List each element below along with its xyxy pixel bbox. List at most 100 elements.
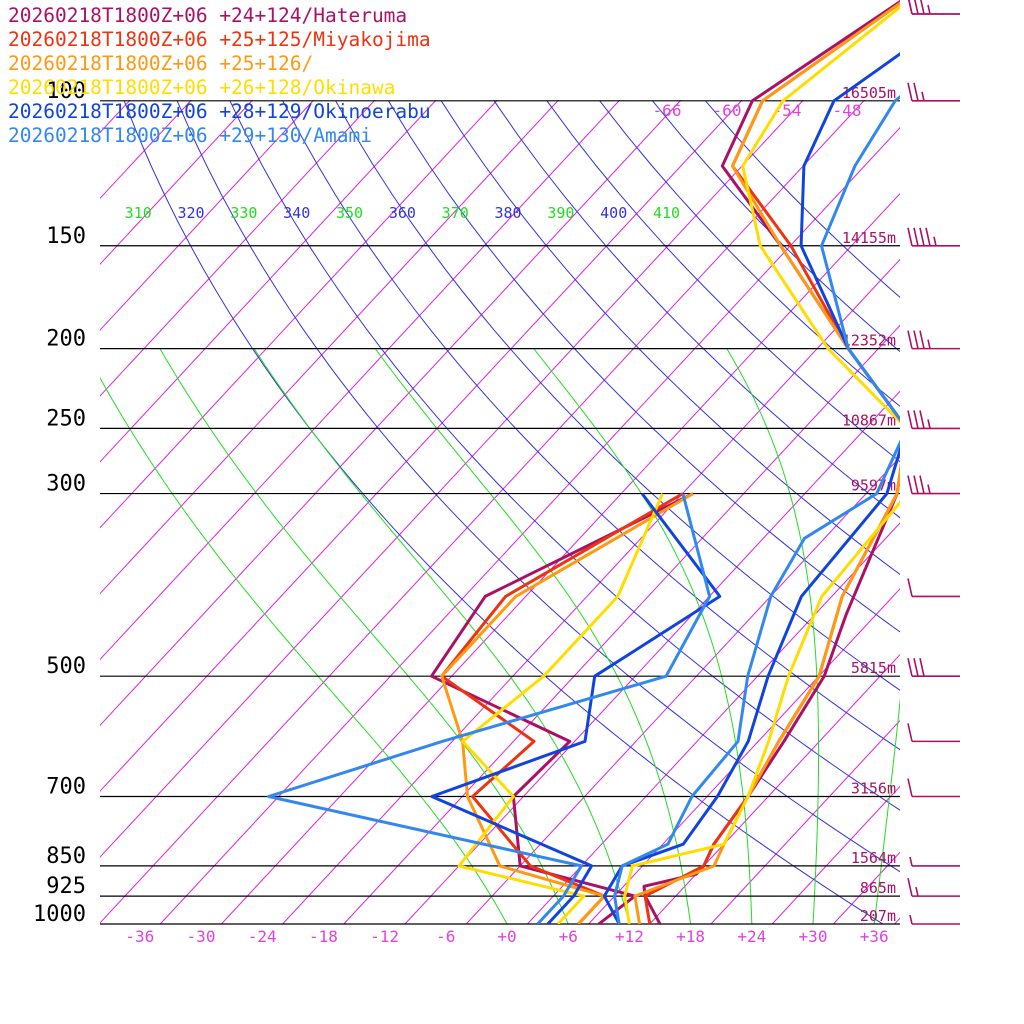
isotherm-line	[894, 917, 900, 924]
wind-barb-full	[913, 82, 919, 101]
wind-barbs	[907, 0, 960, 925]
wind-barb-full	[920, 0, 925, 15]
theta-label: 370	[442, 204, 469, 222]
isotherm-top-label: -66	[653, 101, 682, 120]
pressure-tick-label: 150	[46, 224, 86, 249]
wind-barb	[907, 658, 960, 677]
pressure-tick-label: 500	[46, 654, 86, 679]
isotherm-line	[159, 126, 900, 924]
isotherm-line	[343, 324, 900, 924]
theta-label: 310	[125, 204, 152, 222]
isotherm-line	[100, 100, 682, 727]
wind-barb-full	[919, 227, 925, 246]
wind-barb-full	[913, 227, 919, 246]
moist-adiabat-line	[374, 348, 692, 924]
isotherm-line	[100, 100, 437, 463]
x-tick-label: -6	[436, 927, 455, 946]
legend: 20260218T1800Z+06 +24+124/Hateruma 202602…	[8, 4, 431, 148]
wind-barb-full	[907, 723, 913, 742]
wind-barb-full	[914, 0, 919, 15]
height-label: 207m	[860, 907, 896, 925]
wind-barb	[909, 914, 960, 925]
wind-barb	[909, 856, 960, 867]
wind-barb	[907, 227, 960, 247]
dewpoint-line	[457, 493, 664, 924]
wind-barb-full	[913, 658, 919, 677]
wind-barb-full	[925, 227, 931, 246]
wind-barb-half	[927, 339, 931, 349]
theta-label: 390	[547, 204, 574, 222]
isotherm-line	[100, 100, 804, 858]
wind-barb-full	[913, 410, 919, 429]
wind-barb	[907, 778, 960, 798]
pressure-tick-label: 1000	[33, 902, 86, 927]
wind-barb-full	[919, 475, 925, 494]
theta-label: 380	[495, 204, 522, 222]
pressure-tick-label: 300	[46, 472, 86, 497]
theta-label: 410	[653, 204, 680, 222]
legend-entry: 20260218T1800Z+06 +28+129/Okinoerabu	[8, 100, 431, 123]
moist-adiabat-line	[873, 696, 900, 924]
wind-barb-full	[919, 330, 925, 349]
height-label: 16505m	[842, 84, 896, 102]
isotherm-top-label: -48	[833, 101, 862, 120]
theta-label: 330	[230, 204, 257, 222]
x-tick-label: -30	[187, 927, 216, 946]
height-label: 14155m	[842, 229, 896, 247]
wind-barb-full	[908, 0, 913, 15]
isotherm-line	[100, 100, 865, 924]
wind-barb-half	[927, 484, 931, 494]
isotherm-top-label: -60	[713, 101, 742, 120]
pressure-tick-label: 700	[46, 774, 86, 799]
isotherm-line	[100, 100, 621, 661]
isotherm-line	[649, 653, 900, 924]
wind-barb	[908, 0, 960, 15]
wind-barb	[907, 475, 960, 495]
x-tick-label: +12	[615, 927, 644, 946]
wind-barb	[907, 877, 960, 897]
dry-adiabat-line	[387, 100, 900, 633]
wind-barb-half	[921, 91, 925, 101]
wind-barb-full	[907, 410, 913, 429]
isotherm-line	[100, 100, 192, 200]
isotherm-line	[221, 192, 900, 924]
dewpoint-line	[267, 493, 712, 924]
pressure-tick-label: 250	[46, 406, 86, 431]
legend-entry: 20260218T1800Z+06 +29+130/Amami	[8, 124, 372, 147]
wind-barb-full	[907, 82, 913, 101]
height-label: 3156m	[851, 779, 896, 797]
x-tick-label: +30	[799, 927, 828, 946]
legend-entry: 20260218T1800Z+06 +24+124/Hateruma	[8, 4, 408, 27]
temperature-line	[633, 1, 900, 924]
legend-entry: 20260218T1800Z+06 +25+126/	[8, 52, 314, 75]
isotherm-line	[771, 785, 900, 924]
wind-barb-full	[907, 227, 913, 246]
isotherm-line	[282, 258, 900, 924]
wind-barb-half	[927, 4, 931, 15]
height-label: 12352m	[842, 332, 896, 350]
wind-barb-full	[907, 877, 913, 897]
dry-adiabat-line	[652, 100, 900, 353]
wind-barb-full	[907, 578, 913, 597]
wind-barb-half	[927, 419, 931, 429]
wind-barb-half	[909, 914, 913, 925]
pressure-tick-label: 925	[46, 874, 86, 899]
wind-barb-full	[919, 658, 925, 677]
wind-barb-full	[907, 658, 913, 677]
theta-label: 360	[389, 204, 416, 222]
isotherm-line	[100, 100, 376, 397]
height-label: 9597m	[851, 477, 896, 495]
isotherm-line	[100, 100, 253, 265]
isotherm-line	[588, 588, 900, 924]
theta-label: 400	[600, 204, 627, 222]
wind-barb	[907, 330, 960, 350]
isotherm-line	[100, 100, 559, 595]
x-tick-label: -18	[309, 927, 338, 946]
x-tick-label: -24	[248, 927, 277, 946]
pressure-tick-label: 850	[46, 844, 86, 869]
isotherm-line	[100, 100, 743, 792]
x-tick-label: +6	[559, 927, 578, 946]
isotherm-line	[404, 390, 900, 924]
temperature-line	[613, 95, 900, 924]
